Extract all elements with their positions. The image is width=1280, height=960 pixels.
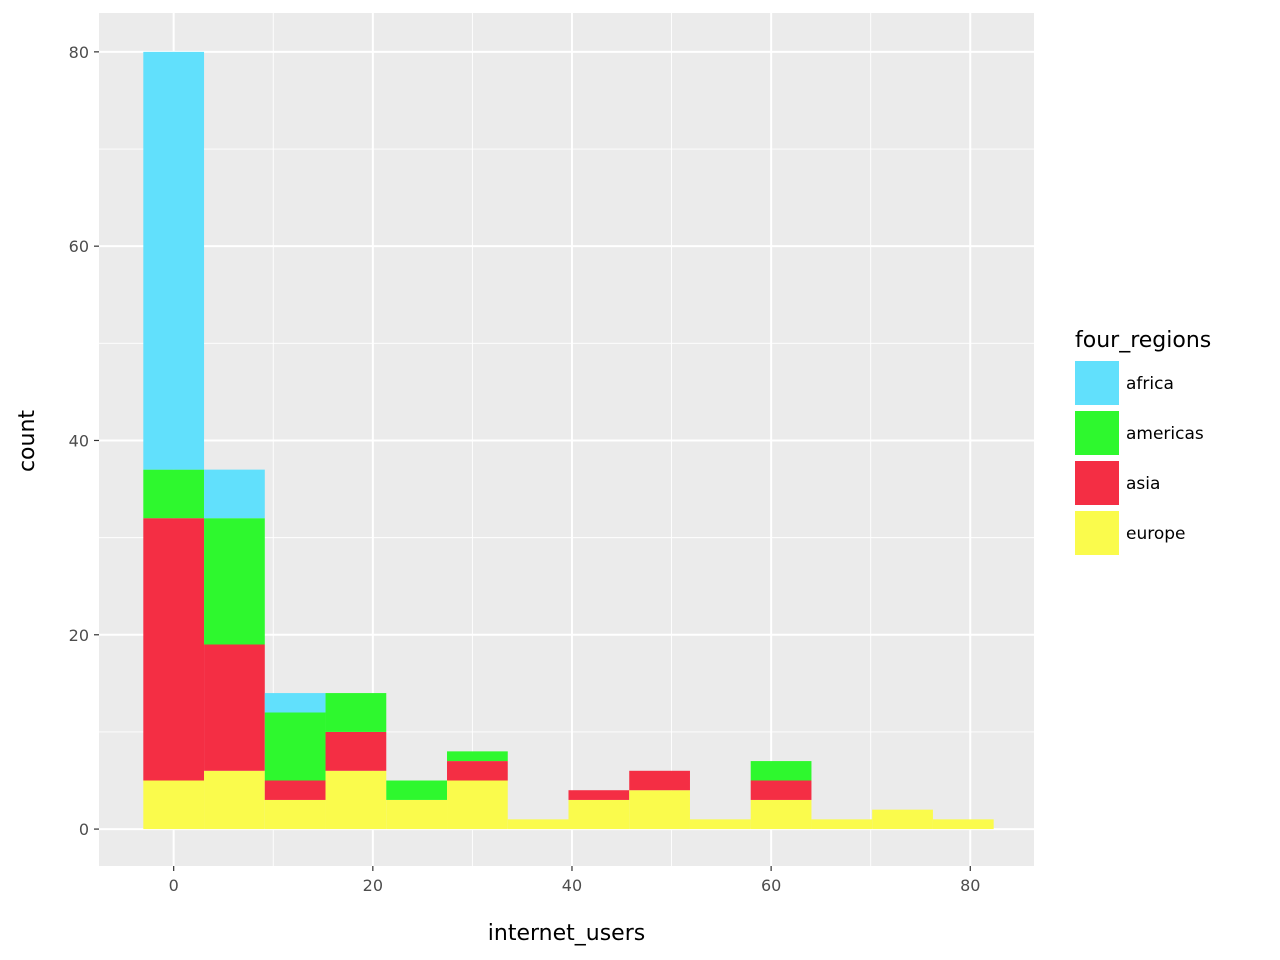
x-axis-title: internet_users bbox=[488, 921, 645, 946]
y-tick-label: 40 bbox=[69, 431, 89, 450]
bar-asia bbox=[629, 770, 690, 791]
bar-americas bbox=[204, 518, 265, 645]
x-tick-label: 20 bbox=[363, 876, 383, 895]
bar-americas bbox=[386, 780, 448, 800]
y-tick-label: 60 bbox=[69, 237, 89, 256]
y-tick-label: 0 bbox=[79, 820, 89, 839]
bar-africa bbox=[204, 469, 265, 519]
bar-asia bbox=[447, 761, 508, 781]
y-axis-ticks: 0 20 40 60 80 bbox=[69, 43, 99, 839]
legend-label-europe: europe bbox=[1126, 524, 1186, 544]
y-axis-title: count bbox=[15, 410, 40, 472]
bar-asia bbox=[264, 780, 326, 800]
x-tick-label: 40 bbox=[562, 876, 582, 895]
legend-swatch-africa bbox=[1075, 361, 1119, 405]
bar-europe bbox=[447, 780, 508, 830]
bar-europe bbox=[932, 819, 994, 830]
x-tick-label: 80 bbox=[960, 876, 980, 895]
bar-europe bbox=[689, 819, 751, 830]
legend-swatch-americas bbox=[1075, 411, 1119, 455]
bar-asia bbox=[568, 790, 630, 800]
legend-title: four_regions bbox=[1075, 328, 1211, 353]
bar-europe bbox=[386, 799, 448, 830]
x-axis-ticks: 0 20 40 60 80 bbox=[169, 866, 980, 895]
y-tick-label: 20 bbox=[69, 626, 89, 645]
bar-africa bbox=[143, 51, 205, 470]
bar-americas bbox=[750, 761, 812, 781]
legend-label-africa: africa bbox=[1126, 374, 1174, 394]
y-tick-label: 80 bbox=[69, 43, 89, 62]
bar-asia bbox=[204, 644, 265, 771]
histogram-bars bbox=[143, 51, 994, 830]
bar-europe bbox=[568, 799, 630, 830]
bar-europe bbox=[629, 790, 690, 830]
bar-asia bbox=[750, 780, 812, 800]
legend-swatch-europe bbox=[1075, 511, 1119, 555]
bar-americas bbox=[325, 693, 387, 732]
bar-americas bbox=[447, 751, 508, 762]
bar-europe bbox=[204, 770, 265, 830]
bar-europe bbox=[811, 819, 873, 830]
bar-europe bbox=[872, 809, 933, 830]
bar-europe bbox=[507, 819, 569, 830]
bar-americas bbox=[264, 712, 326, 781]
bar-asia bbox=[143, 518, 205, 781]
bar-asia bbox=[325, 731, 387, 771]
bar-europe bbox=[264, 799, 326, 830]
bar-europe bbox=[750, 799, 812, 830]
legend-swatch-asia bbox=[1075, 461, 1119, 505]
x-tick-label: 60 bbox=[761, 876, 781, 895]
x-tick-label: 0 bbox=[169, 876, 179, 895]
legend: four_regions africa americas asia europe bbox=[1075, 328, 1211, 555]
bar-europe bbox=[143, 780, 205, 830]
bar-europe bbox=[325, 770, 387, 830]
bar-africa bbox=[264, 693, 326, 713]
legend-label-asia: asia bbox=[1126, 474, 1160, 494]
legend-label-americas: americas bbox=[1126, 424, 1204, 444]
bar-americas bbox=[143, 469, 205, 519]
